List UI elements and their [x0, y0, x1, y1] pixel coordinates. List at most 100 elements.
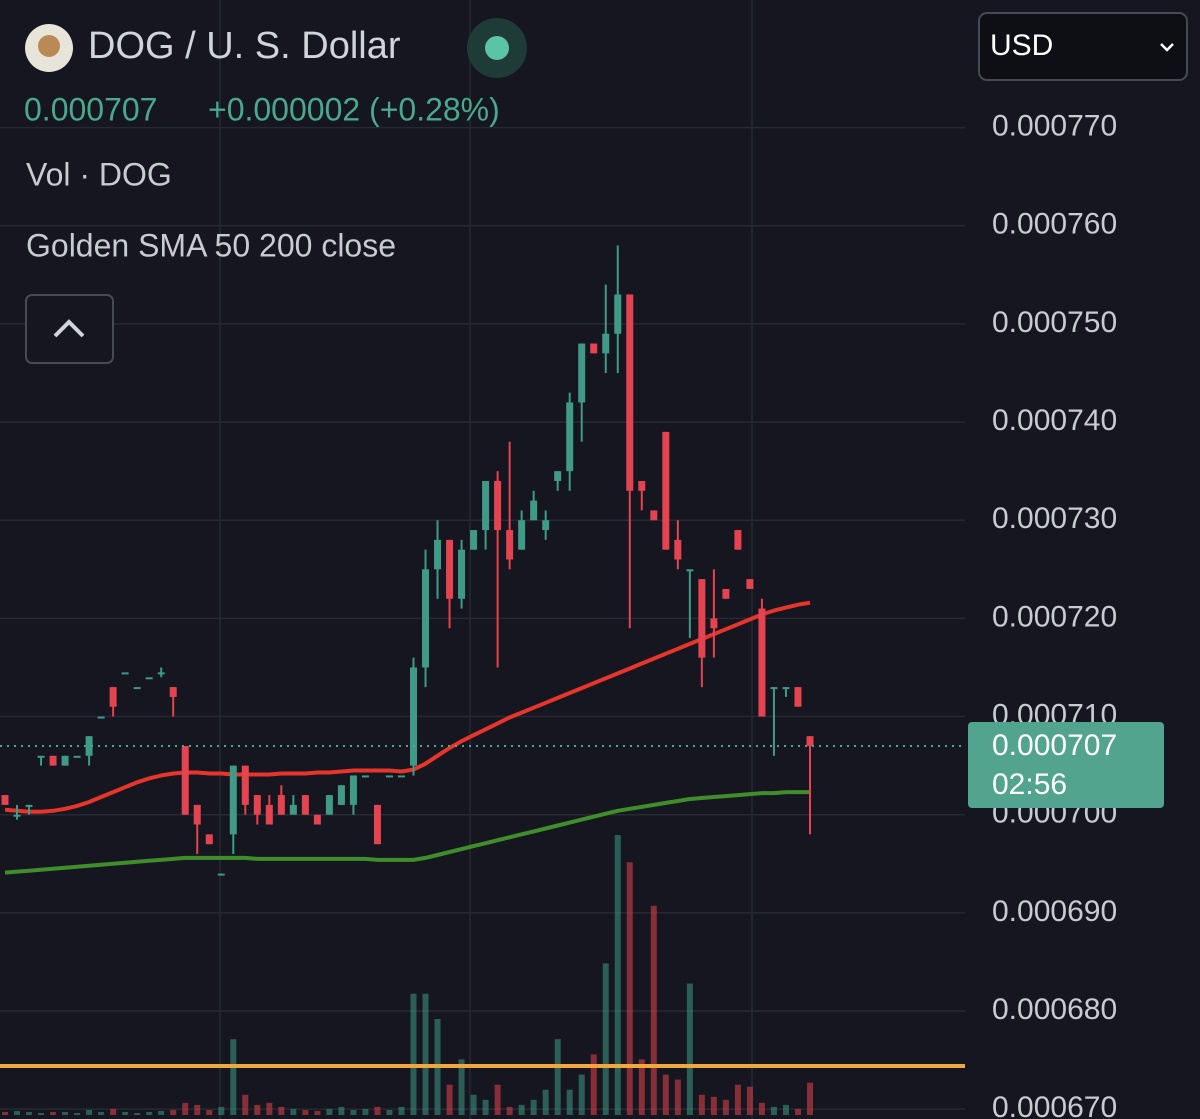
volume-bar: [446, 1084, 453, 1115]
volume-bar: [98, 1111, 105, 1115]
y-tick-label: 0.000760: [992, 208, 1117, 241]
volume-bar: [50, 1111, 57, 1115]
volume-bar: [62, 1111, 69, 1115]
volume-bar: [626, 862, 633, 1115]
volume-bar: [710, 1096, 717, 1115]
candle-body: [373, 804, 381, 845]
y-tick-label: 0.000720: [992, 600, 1117, 633]
y-tick-label: 0.000770: [992, 110, 1117, 143]
y-tick-label: 0.000680: [992, 993, 1117, 1026]
candle-body: [686, 569, 694, 572]
overlay: DOG / U. S. Dollar 0.000707 +0.000002 (+…: [24, 12, 1188, 1119]
candle-body: [602, 333, 610, 354]
volume-bar: [206, 1109, 213, 1115]
volume-bar: [590, 1054, 597, 1115]
volume-legend: Vol · DOG: [26, 156, 172, 192]
volume-bar: [458, 1059, 465, 1115]
y-tick-label: 0.000730: [992, 502, 1117, 535]
volume-bar: [374, 1106, 381, 1115]
volume-bar: [518, 1104, 525, 1115]
candle-body: [337, 785, 345, 805]
candle-body: [782, 687, 790, 690]
volume-bar: [254, 1104, 261, 1115]
y-tick-label: 0.000750: [992, 306, 1117, 339]
candle-body: [313, 814, 321, 825]
candle-body: [578, 343, 586, 403]
volume-bar: [386, 1109, 393, 1115]
volume-bar: [302, 1109, 309, 1115]
plot: [0, 245, 965, 1115]
volume-bar: [698, 1094, 705, 1115]
volume-bar: [314, 1110, 321, 1115]
volume-bar: [494, 1084, 501, 1115]
candle-body: [794, 687, 802, 707]
candle-body: [506, 530, 514, 560]
volume-bar: [242, 1094, 249, 1115]
candle-body: [49, 755, 57, 766]
candle-body: [85, 736, 93, 756]
volume-bar: [158, 1110, 165, 1115]
candle-body: [229, 765, 237, 835]
volume-bar: [614, 835, 621, 1115]
candle-body: [590, 343, 598, 354]
volume-bar: [638, 1059, 645, 1115]
volume-bar: [170, 1109, 177, 1115]
volume-bar: [122, 1111, 129, 1115]
volume-bar: [38, 1112, 45, 1115]
candle-body: [193, 804, 201, 825]
volume-bar: [506, 1106, 513, 1115]
volume-bar: [182, 1102, 189, 1115]
candle-body: [397, 775, 405, 778]
candle-body: [265, 804, 273, 825]
candle-body: [325, 795, 333, 815]
volume-bar: [338, 1106, 345, 1115]
candle-body: [385, 775, 393, 778]
coin-icon-dog: [38, 35, 60, 57]
volume-bar: [686, 983, 693, 1115]
countdown-label: 02:56: [992, 768, 1067, 801]
y-tick-label: 0.000670: [992, 1091, 1117, 1119]
sma-line: [4, 790, 810, 875]
candle-body: [37, 755, 45, 758]
candle-body: [758, 608, 766, 717]
volume-bar: [674, 1079, 681, 1115]
collapse-button[interactable]: [25, 294, 114, 364]
candle-body: [494, 480, 502, 531]
candle-body: [217, 873, 225, 876]
volume-bar: [266, 1102, 273, 1115]
volume-bar: [74, 1112, 81, 1115]
candle-body: [626, 294, 634, 491]
volume-bar: [794, 1108, 801, 1115]
candle-body: [349, 775, 357, 805]
candle-body: [806, 736, 814, 746]
y-tick-label: 0.000690: [992, 895, 1117, 928]
candle-body: [770, 687, 778, 690]
candle-body: [482, 480, 490, 531]
candle-body: [13, 814, 21, 817]
candle-body: [157, 672, 165, 675]
volume-bar: [230, 1039, 237, 1115]
volume-bar: [482, 1099, 489, 1115]
candle-body: [650, 510, 658, 521]
volume-bar: [602, 963, 609, 1115]
volume-bar: [26, 1111, 33, 1115]
candle-body: [1, 795, 9, 805]
status-dot: [485, 36, 509, 60]
volume-bar: [770, 1106, 777, 1115]
volume-bar: [2, 1111, 8, 1115]
candle-body: [301, 795, 309, 815]
volume-bar: [746, 1086, 753, 1115]
volume-bar: [807, 1082, 813, 1115]
candle-body: [614, 294, 622, 334]
volume-bar: [14, 1110, 21, 1115]
volume-bar: [530, 1099, 537, 1115]
volume-bar: [758, 1102, 765, 1115]
candle-body: [458, 549, 466, 599]
currency-dropdown[interactable]: [978, 12, 1188, 81]
collapse-chevron: [53, 319, 85, 338]
volume-bar: [662, 1074, 669, 1115]
volume-bar: [194, 1104, 201, 1115]
price-change: +0.000002 (+0.28%): [208, 91, 500, 127]
